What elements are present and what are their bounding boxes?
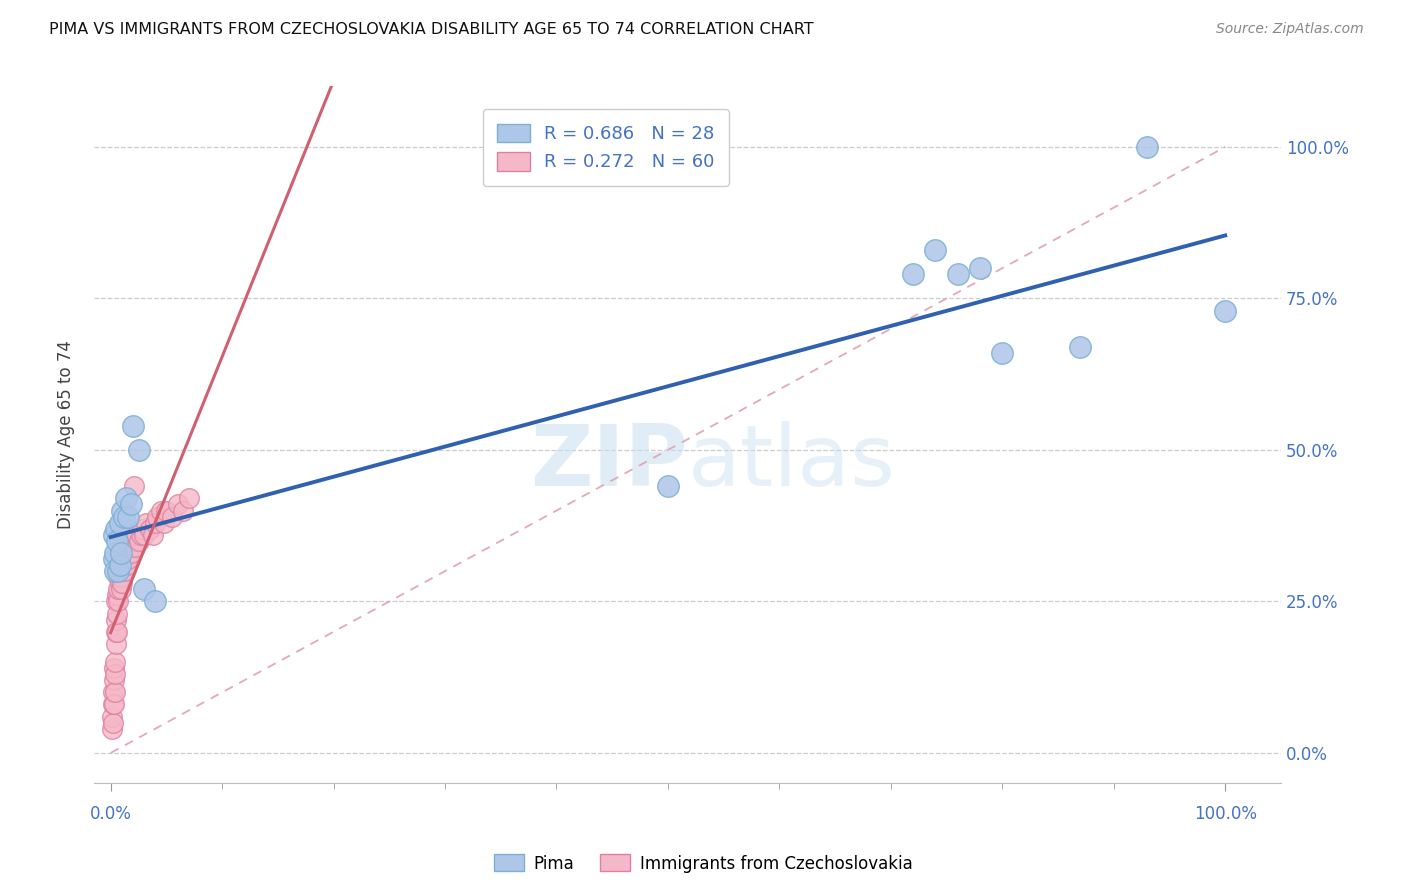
Point	[110, 570, 132, 584]
Point	[114, 564, 136, 578]
Point	[105, 533, 128, 548]
Point	[125, 528, 148, 542]
Legend: R = 0.686   N = 28, R = 0.272   N = 60: R = 0.686 N = 28, R = 0.272 N = 60	[482, 110, 730, 186]
Point	[146, 509, 169, 524]
Point	[103, 552, 125, 566]
Y-axis label: Disability Age 65 to 74: Disability Age 65 to 74	[58, 341, 75, 529]
Point	[108, 558, 131, 573]
Point	[128, 442, 150, 457]
Point	[101, 715, 124, 730]
Point	[117, 546, 139, 560]
Point	[103, 698, 125, 712]
Legend: Pima, Immigrants from Czechoslovakia: Pima, Immigrants from Czechoslovakia	[486, 847, 920, 880]
Point	[115, 491, 138, 506]
Point	[107, 582, 129, 597]
Point	[132, 528, 155, 542]
Point	[117, 533, 139, 548]
Point	[991, 346, 1014, 360]
Text: PIMA VS IMMIGRANTS FROM CZECHOSLOVAKIA DISABILITY AGE 65 TO 74 CORRELATION CHART: PIMA VS IMMIGRANTS FROM CZECHOSLOVAKIA D…	[49, 22, 814, 37]
Point	[128, 533, 150, 548]
Point	[117, 558, 139, 573]
Point	[105, 637, 128, 651]
Point	[111, 503, 134, 517]
Point	[107, 570, 129, 584]
Point	[100, 709, 122, 723]
Point	[969, 261, 991, 276]
Point	[121, 528, 143, 542]
Point	[118, 540, 141, 554]
Point	[132, 582, 155, 597]
Point	[138, 522, 160, 536]
Point	[657, 479, 679, 493]
Point	[143, 594, 166, 608]
Text: atlas: atlas	[688, 421, 896, 504]
Point	[131, 522, 153, 536]
Point	[172, 503, 194, 517]
Point	[120, 546, 142, 560]
Text: ZIP: ZIP	[530, 421, 688, 504]
Point	[122, 418, 145, 433]
Point	[111, 564, 134, 578]
Point	[142, 528, 165, 542]
Point	[155, 503, 177, 517]
Point	[122, 533, 145, 548]
Point	[104, 546, 127, 560]
Point	[105, 588, 128, 602]
Point	[129, 528, 152, 542]
Point	[107, 594, 129, 608]
Point	[101, 698, 124, 712]
Point	[105, 522, 128, 536]
Point	[1136, 140, 1159, 154]
Point	[135, 516, 157, 530]
Point	[105, 613, 128, 627]
Point	[1213, 303, 1236, 318]
Point	[108, 564, 131, 578]
Point	[104, 667, 127, 681]
Text: Source: ZipAtlas.com: Source: ZipAtlas.com	[1216, 22, 1364, 37]
Point	[160, 509, 183, 524]
Point	[112, 558, 135, 573]
Point	[111, 576, 134, 591]
Point	[108, 516, 131, 530]
Point	[143, 516, 166, 530]
Point	[104, 655, 127, 669]
Point	[101, 685, 124, 699]
Point	[112, 546, 135, 560]
Point	[103, 528, 125, 542]
Point	[105, 624, 128, 639]
Point	[107, 564, 129, 578]
Point	[110, 582, 132, 597]
Point	[166, 498, 188, 512]
Point	[111, 552, 134, 566]
Point	[117, 509, 139, 524]
Point	[105, 594, 128, 608]
Point	[177, 491, 200, 506]
Point	[105, 607, 128, 621]
Point	[104, 564, 127, 578]
Point	[112, 509, 135, 524]
Point	[115, 552, 138, 566]
Point	[108, 576, 131, 591]
Point	[111, 564, 134, 578]
Point	[924, 243, 946, 257]
Point	[110, 546, 132, 560]
Point	[120, 498, 142, 512]
Point	[103, 673, 125, 688]
Point	[117, 552, 139, 566]
Point	[103, 661, 125, 675]
Point	[946, 267, 969, 281]
Point	[122, 479, 145, 493]
Point	[1069, 340, 1091, 354]
Point	[100, 722, 122, 736]
Point	[149, 503, 172, 517]
Point	[153, 516, 176, 530]
Point	[901, 267, 924, 281]
Point	[104, 685, 127, 699]
Point	[124, 540, 146, 554]
Point	[105, 624, 128, 639]
